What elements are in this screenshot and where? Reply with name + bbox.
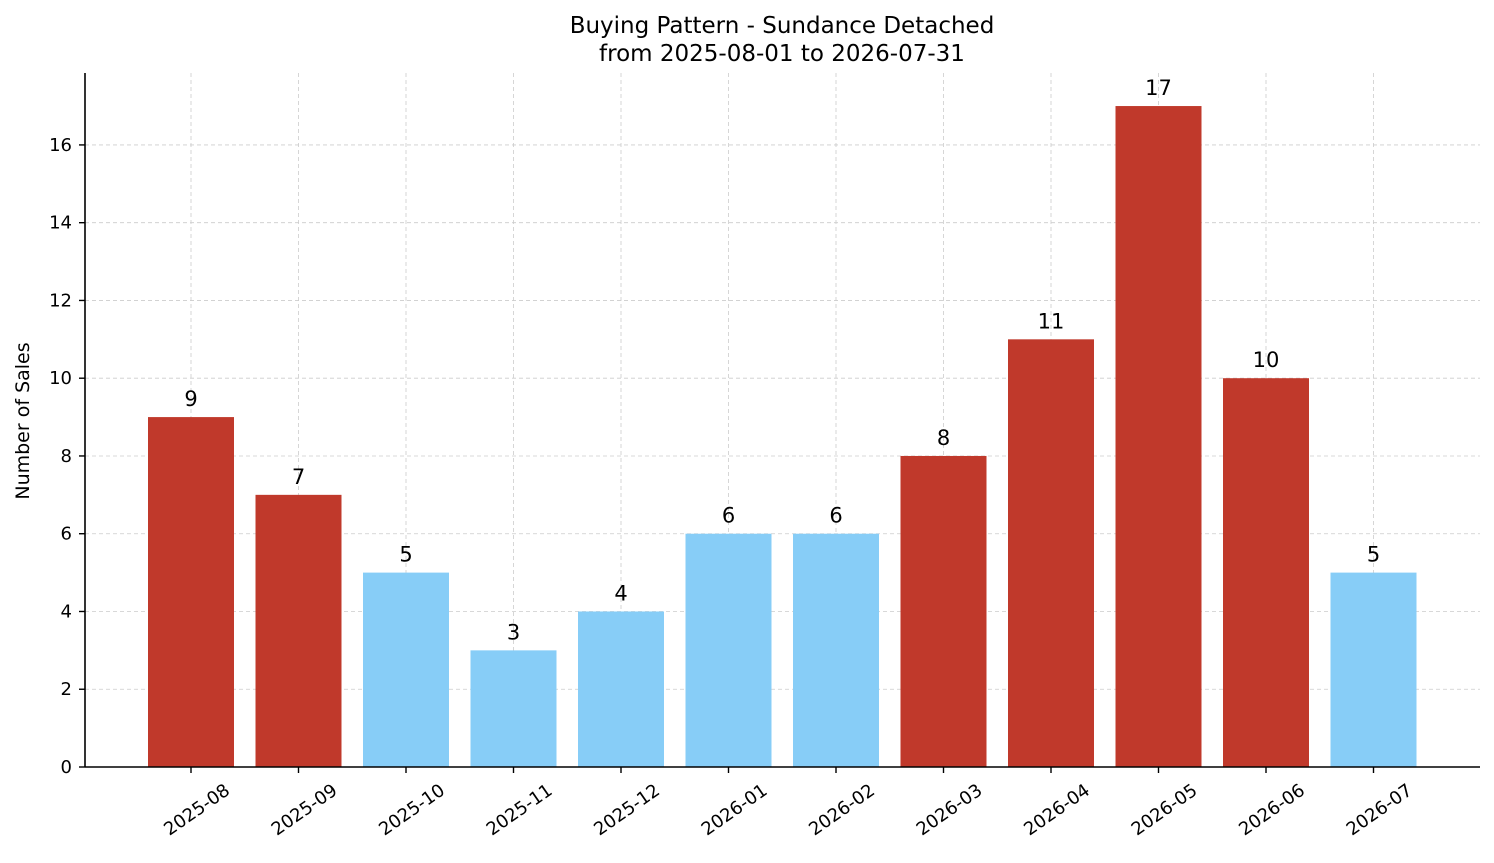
- x-tick-label: 2025-12: [590, 780, 664, 840]
- bar-2026-01: [685, 533, 772, 767]
- bar-2026-05: [1115, 106, 1202, 768]
- y-tick-label: 12: [49, 290, 72, 311]
- bar-value-label: 8: [937, 426, 950, 450]
- bar-value-label: 4: [614, 581, 627, 605]
- bar-2026-04: [1008, 339, 1094, 767]
- y-tick-label: 2: [61, 679, 72, 700]
- bar-value-label: 17: [1145, 76, 1172, 100]
- x-tick-label: 2026-01: [698, 780, 772, 840]
- x-tick-label: 2025-09: [268, 780, 342, 840]
- bar-value-label: 6: [829, 504, 842, 528]
- y-tick-label: 16: [49, 135, 72, 156]
- bar-value-label: 11: [1038, 309, 1065, 333]
- x-tick-label: 2026-07: [1343, 780, 1417, 840]
- y-tick-label: 14: [49, 213, 72, 234]
- bar-value-label: 9: [184, 387, 197, 411]
- bar-2025-11: [470, 650, 557, 767]
- bar-2025-12: [578, 611, 664, 767]
- y-tick-label: 8: [61, 446, 72, 467]
- bar-layer: 9 7 5 3 4 6 6 8 11 17 10 5: [148, 76, 1417, 768]
- bar-value-label: 7: [292, 465, 305, 489]
- x-tick-label: 2025-10: [375, 780, 449, 840]
- chart-title-line1: Buying Pattern - Sundance Detached: [570, 13, 995, 39]
- bar-2026-02: [793, 533, 879, 767]
- y-axis-title: Number of Sales: [12, 342, 34, 499]
- bar-value-label: 6: [722, 504, 735, 528]
- y-tick-label: 0: [61, 757, 72, 778]
- bar-value-label: 10: [1253, 348, 1280, 372]
- x-tick-label: 2025-08: [160, 780, 234, 840]
- y-tick-label: 10: [49, 368, 72, 389]
- y-tick-label: 6: [61, 524, 72, 545]
- x-tick-label: 2026-04: [1020, 780, 1094, 840]
- bar-2025-09: [255, 494, 342, 767]
- bar-2025-10: [363, 572, 449, 767]
- chart-title-line2: from 2025-08-01 to 2026-07-31: [599, 41, 965, 67]
- bar-value-label: 3: [507, 620, 520, 644]
- x-tick-label: 2026-06: [1235, 780, 1309, 840]
- bar-2026-06: [1223, 378, 1309, 767]
- x-tick-label: 2026-03: [913, 780, 987, 840]
- x-tick-label: 2026-05: [1128, 780, 1202, 840]
- bar-value-label: 5: [1367, 543, 1380, 567]
- bar-value-label: 5: [399, 543, 412, 567]
- bar-2026-07: [1330, 572, 1417, 767]
- bar-2026-03: [900, 455, 987, 767]
- x-tick-label: 2025-11: [483, 780, 557, 840]
- y-tick-label: 4: [61, 601, 72, 622]
- bar-2025-08: [148, 417, 234, 767]
- x-tick-label: 2026-02: [805, 780, 879, 840]
